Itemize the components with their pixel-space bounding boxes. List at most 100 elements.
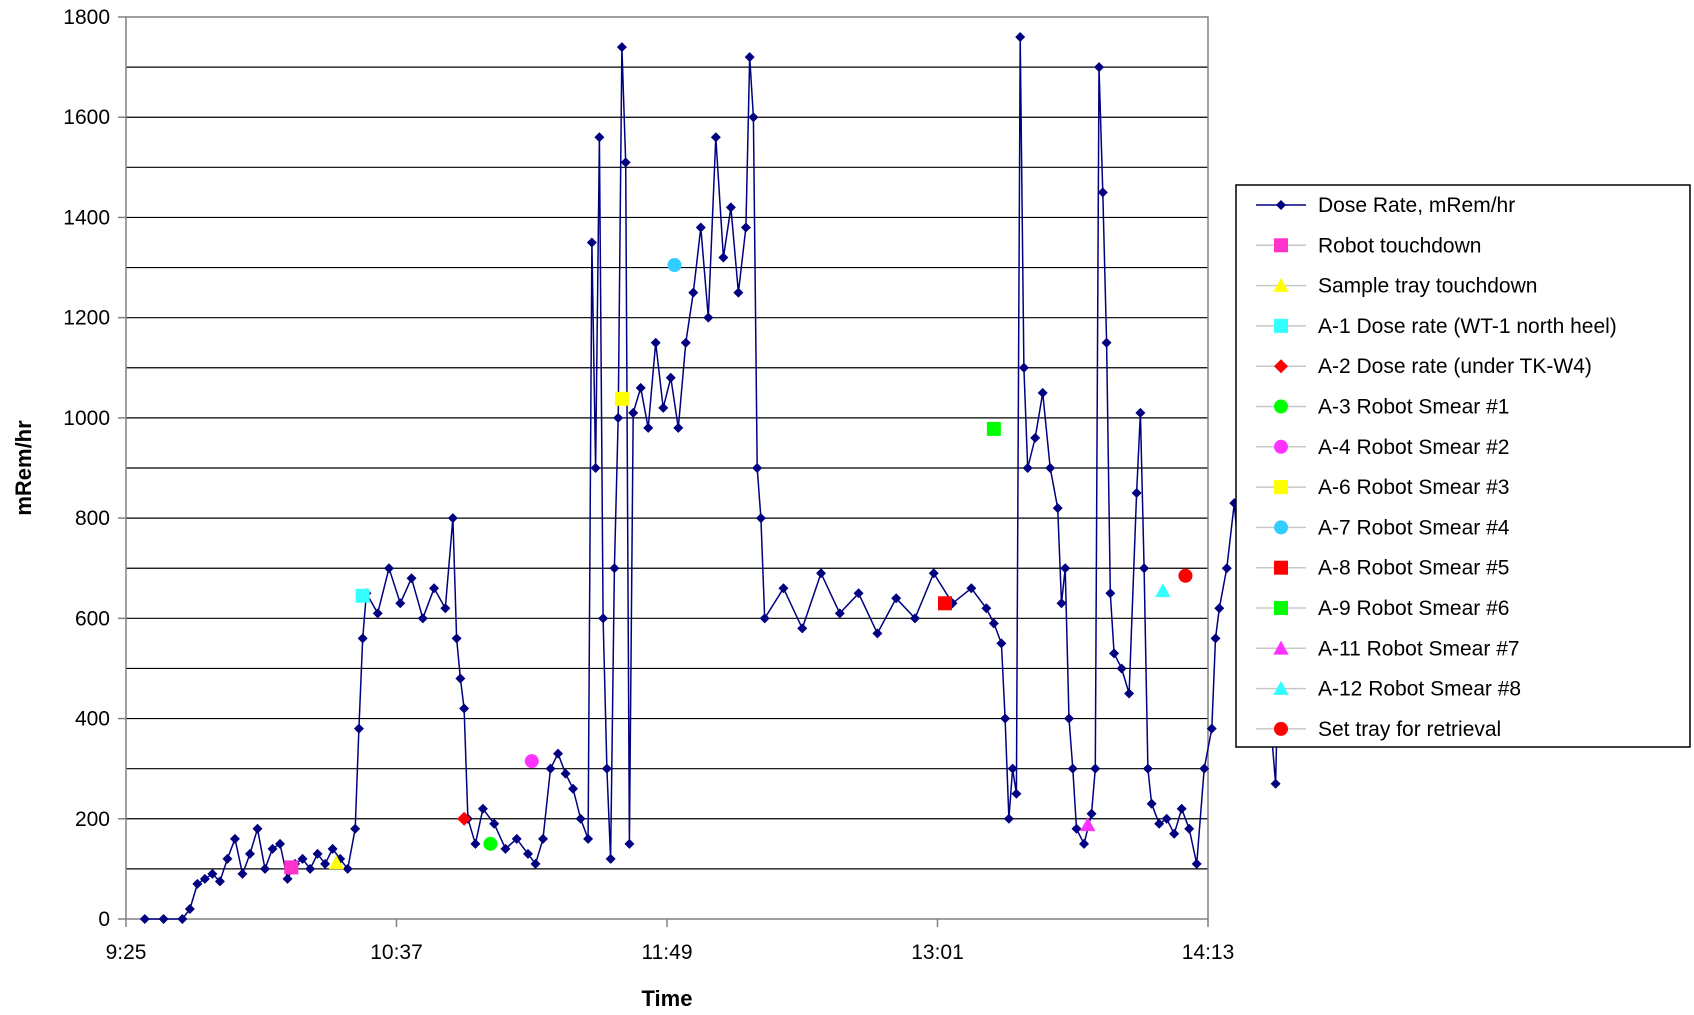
data-point [996,638,1007,649]
data-point [891,593,902,604]
x-tick-label: 9:25 [106,941,147,964]
data-point [459,703,470,714]
event-marker [1155,583,1171,598]
event-marker [457,811,472,826]
data-point [853,588,864,599]
legend-swatch-marker [1274,480,1288,495]
data-point [740,222,751,233]
data-point [489,818,500,829]
legend-swatch-marker [1276,200,1286,210]
data-point [613,412,624,423]
data-point [252,823,263,834]
data-point [1045,463,1056,473]
data-point [275,838,286,849]
series-5 [483,836,498,851]
data-point [1030,432,1041,443]
series-13 [1178,568,1193,583]
data-point [1139,563,1150,574]
data-point [214,876,225,887]
y-tick-label: 200 [75,808,110,831]
legend-swatch-marker [1274,359,1288,374]
legend-item: A-11 Robot Smear #7 [1256,637,1520,660]
data-point [357,633,368,644]
data-point [1124,688,1135,699]
y-tick-label: 1400 [63,206,110,229]
legend-swatch-marker [1274,721,1288,736]
data-point [560,768,571,779]
data-point [1097,187,1108,198]
data-point [575,813,586,824]
legend-label: A-6 Robot Smear #3 [1318,476,1509,499]
data-point [981,603,992,614]
legend-swatch-marker [1273,640,1289,655]
y-tick-label: 1800 [63,6,110,29]
series-8 [667,258,682,273]
data-point [620,157,631,168]
y-tick-label: 1200 [63,307,110,330]
data-point [383,563,394,574]
data-point [417,613,428,624]
axes: 0 200 400 600 800 1000 1200 1400 1600 1800 9:25 10:… [63,6,1234,964]
data-point [616,42,627,53]
legend-label: A-12 Robot Smear #8 [1318,678,1521,701]
y-axis-title: mRem/hr [11,420,36,516]
data-point [601,763,612,774]
legend-label: Robot touchdown [1318,234,1481,257]
data-point [1052,503,1063,514]
series-10 [986,421,1001,436]
series-2 [328,855,345,870]
data-point [530,858,541,869]
data-point [1146,798,1157,809]
data-point [1131,488,1142,499]
gridlines [126,66,1208,870]
data-point [568,783,579,794]
legend-swatch-marker [1274,439,1288,454]
event-marker [355,588,370,603]
y-tick-label: 1600 [63,106,110,129]
legend-item: A-3 Robot Smear #1 [1256,396,1509,419]
data-point [1018,362,1029,373]
data-point [199,873,210,884]
data-point [447,513,458,524]
data-point [748,112,759,123]
legend-label: A-3 Robot Smear #1 [1318,396,1509,419]
data-point [229,833,240,844]
data-point [703,312,714,323]
data-point [1067,763,1078,774]
data-point [1221,563,1232,574]
legend-swatch-marker [1274,238,1288,253]
event-marker [1080,817,1096,832]
data-point [680,337,691,348]
legend: Dose Rate, mRem/hr Robot touchdown Sample … [1235,184,1691,748]
series-11 [1080,817,1096,832]
data-point [237,868,248,879]
data-point [1079,838,1090,849]
data-point [320,858,331,869]
legend-item: A-9 Robot Smear #6 [1256,597,1509,620]
data-point [797,623,808,634]
data-point [372,608,383,619]
data-point [755,513,766,524]
legend-label: A-2 Dose rate (under TK-W4) [1318,355,1592,378]
data-point [222,853,233,864]
legend-item: Dose Rate, mRem/hr [1256,194,1515,217]
legend-label: Sample tray touchdown [1318,275,1537,298]
data-point [455,673,466,684]
data-point [635,382,646,393]
x-tick-label: 14:13 [1182,941,1235,964]
legend-item: Robot touchdown [1256,234,1481,257]
data-point [139,914,150,924]
legend-swatch-marker [1274,399,1288,414]
data-point [282,873,293,884]
data-point [342,863,353,874]
legend-box [1235,184,1691,748]
data-point [353,723,364,734]
data-point [1094,62,1105,73]
data-point [312,848,323,859]
legend-item: Set tray for retrieval [1256,718,1501,741]
legend-swatch-marker [1274,601,1288,615]
data-point [1206,723,1217,734]
data-point [538,833,549,844]
data-point [583,833,594,844]
